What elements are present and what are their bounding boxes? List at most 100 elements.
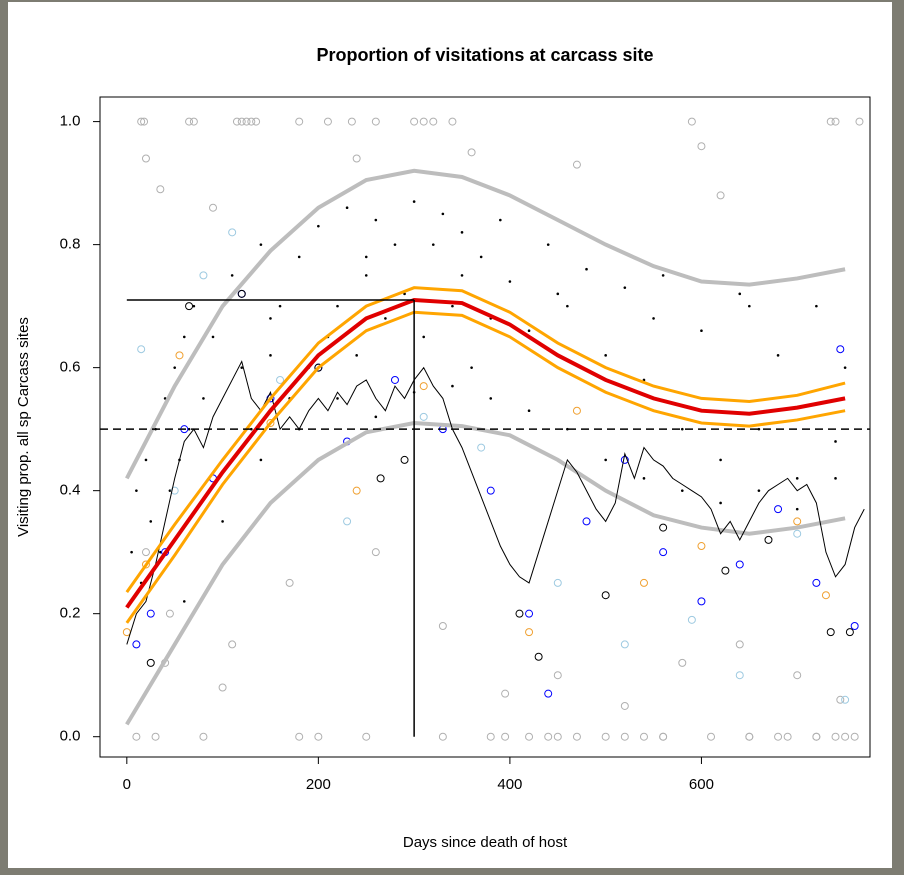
point — [525, 732, 534, 741]
dot — [527, 409, 531, 412]
dot — [168, 489, 172, 492]
dot — [661, 274, 665, 277]
point — [639, 578, 648, 587]
point — [228, 640, 237, 649]
dot — [355, 354, 358, 357]
point — [659, 548, 668, 557]
dot — [374, 218, 378, 222]
dot — [757, 427, 761, 431]
dot — [259, 243, 263, 246]
point — [362, 732, 371, 741]
point — [228, 228, 237, 237]
point — [735, 640, 744, 649]
x-tick-label: 0 — [123, 776, 131, 793]
dot — [336, 397, 339, 400]
point — [716, 191, 725, 200]
dot — [159, 550, 162, 554]
y-tick-label: 0.4 — [60, 482, 81, 499]
dot — [680, 427, 684, 431]
dot — [441, 212, 445, 216]
point — [697, 542, 706, 551]
point — [247, 117, 256, 126]
y-tick-label: 0.6 — [60, 359, 81, 376]
point — [501, 732, 510, 741]
dot — [182, 600, 186, 603]
dot — [130, 550, 133, 554]
dot — [642, 477, 646, 480]
point — [697, 142, 706, 151]
point — [821, 591, 830, 600]
dot — [566, 304, 569, 308]
dot — [680, 489, 684, 492]
point — [285, 578, 294, 587]
dot — [144, 458, 148, 462]
point — [266, 419, 275, 428]
dot — [393, 243, 397, 246]
dot — [297, 255, 301, 259]
point — [141, 154, 150, 163]
dot — [187, 427, 191, 431]
point — [467, 148, 476, 157]
point — [199, 271, 208, 280]
point — [242, 117, 251, 126]
dot — [460, 231, 464, 234]
point — [486, 732, 495, 741]
line — [125, 168, 846, 480]
dot — [317, 224, 320, 228]
point — [151, 732, 160, 741]
point — [620, 640, 629, 649]
dot — [412, 200, 416, 203]
point — [783, 732, 792, 741]
point — [400, 455, 409, 464]
point — [252, 117, 261, 126]
point — [620, 455, 629, 464]
point — [477, 443, 486, 452]
point — [572, 406, 581, 415]
point — [601, 591, 610, 600]
dot — [815, 304, 818, 308]
dot — [470, 366, 473, 369]
dot — [719, 501, 722, 505]
point — [156, 185, 165, 194]
point — [855, 117, 864, 126]
point — [132, 732, 141, 741]
point — [146, 658, 155, 667]
chart-title: Proportion of visitations at carcass sit… — [316, 45, 653, 65]
y-tick-label: 1.0 — [60, 113, 81, 130]
dot — [776, 354, 780, 357]
dot — [527, 329, 531, 333]
dot — [221, 520, 224, 523]
point — [352, 154, 361, 163]
point — [137, 117, 146, 126]
point — [237, 289, 246, 298]
point — [419, 117, 428, 126]
point — [774, 505, 783, 514]
dot — [192, 304, 196, 308]
point — [141, 560, 150, 569]
line — [125, 420, 846, 726]
y-tick-label: 0.2 — [60, 605, 81, 622]
point — [352, 486, 361, 495]
point — [314, 363, 323, 372]
point — [764, 535, 773, 544]
point — [850, 732, 859, 741]
point — [850, 621, 859, 630]
line — [125, 297, 846, 609]
point — [343, 517, 352, 526]
point — [735, 560, 744, 569]
dot — [451, 304, 454, 308]
point — [419, 382, 428, 391]
dot — [422, 335, 426, 339]
point — [687, 615, 696, 624]
dot — [556, 292, 560, 296]
point — [438, 732, 447, 741]
dot — [748, 304, 751, 308]
dot — [489, 397, 493, 400]
point — [841, 732, 850, 741]
point — [697, 597, 706, 606]
point — [376, 474, 385, 483]
point — [314, 732, 323, 741]
point — [371, 117, 380, 126]
dot — [834, 477, 837, 480]
